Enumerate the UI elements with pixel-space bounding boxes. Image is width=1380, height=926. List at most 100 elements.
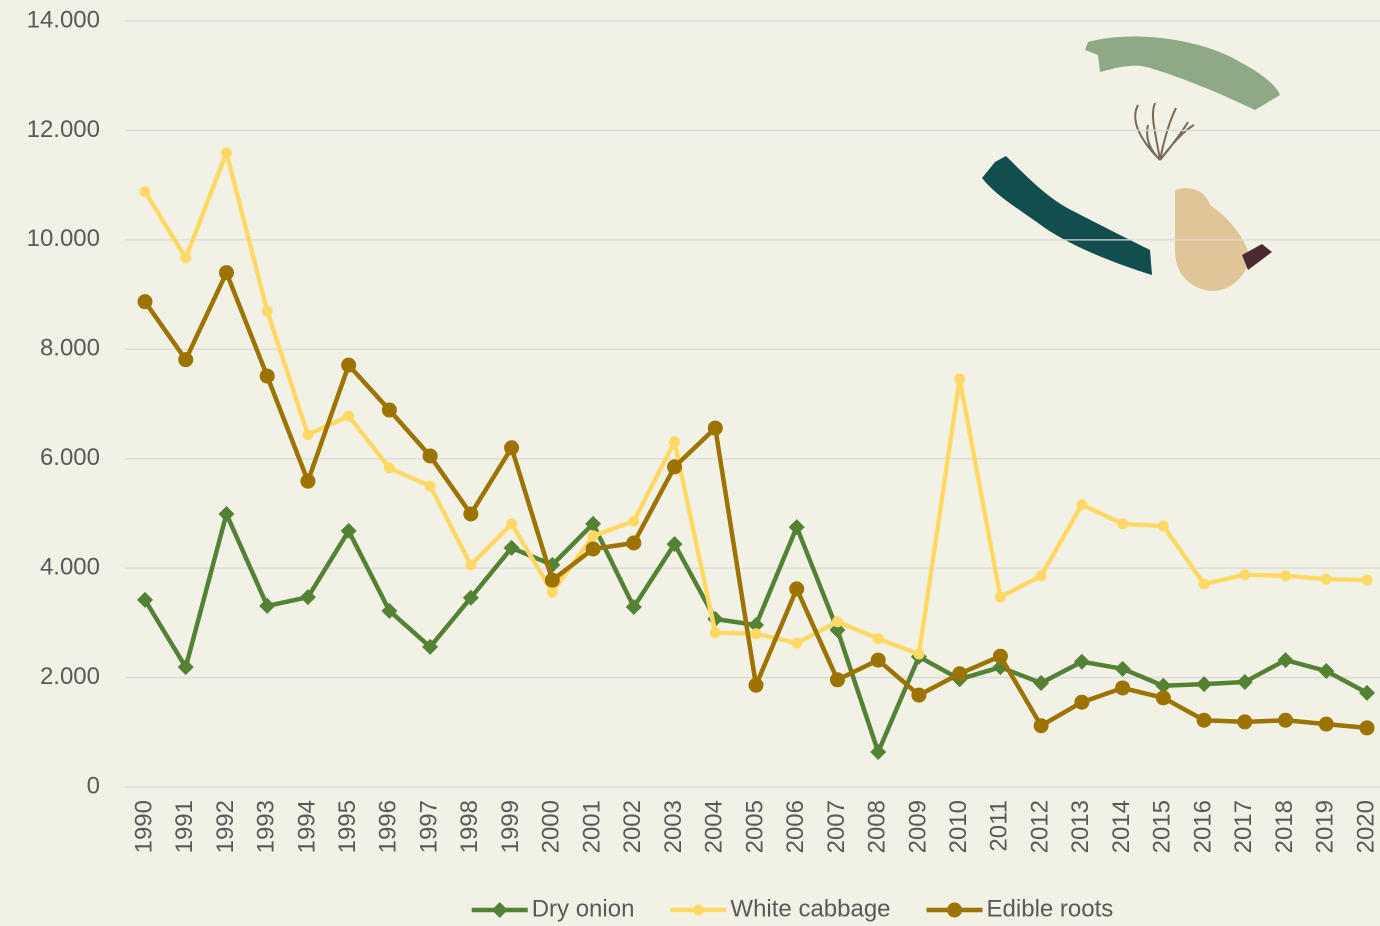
marker (220, 147, 232, 159)
marker (422, 638, 439, 655)
legend-marker (491, 902, 508, 918)
marker (259, 597, 276, 614)
marker (870, 743, 887, 760)
marker (1198, 578, 1210, 590)
x-tick-label: 2009 (904, 800, 931, 853)
marker (302, 429, 314, 441)
marker (546, 586, 558, 598)
roots-decoration (1134, 102, 1195, 161)
x-tick-label: 2006 (782, 800, 809, 853)
marker (1115, 680, 1131, 696)
marker (383, 462, 395, 474)
marker (669, 436, 681, 448)
marker (462, 589, 479, 606)
legend: Dry onion White cabbage Edible roots (471, 895, 1114, 922)
marker (1280, 570, 1292, 582)
x-tick-label: 2014 (1108, 800, 1135, 853)
marker (911, 687, 927, 703)
marker (587, 530, 599, 542)
marker (1237, 714, 1253, 730)
x-tick-label: 2010 (945, 800, 972, 853)
marker (1359, 684, 1375, 701)
marker (465, 559, 477, 571)
marker (992, 648, 1008, 664)
x-tick-label: 2000 (538, 800, 565, 853)
marker (1277, 652, 1294, 669)
x-tick-label: 2008 (864, 800, 891, 853)
marker (707, 420, 723, 436)
marker (952, 666, 968, 682)
x-tick-label: 1996 (375, 800, 402, 853)
marker (788, 519, 805, 536)
marker (748, 677, 764, 693)
marker (872, 633, 884, 645)
marker (666, 536, 683, 553)
marker (544, 572, 560, 588)
marker (1196, 712, 1212, 728)
marker (1361, 574, 1373, 586)
marker (667, 459, 683, 475)
x-tick-label: 1992 (212, 800, 239, 853)
leaf-decoration (1085, 36, 1280, 110)
y-tick-label: 14.000 (27, 6, 100, 33)
x-tick-label: 1999 (497, 800, 524, 853)
x-tick-label: 2003 (660, 800, 687, 853)
marker (1076, 499, 1088, 511)
marker (259, 368, 275, 384)
marker (381, 402, 397, 418)
marker (463, 506, 479, 522)
marker (178, 352, 194, 368)
y-tick-label: 10.000 (27, 225, 100, 252)
x-tick-label: 2012 (1026, 800, 1053, 853)
x-tick-label: 2002 (619, 800, 646, 853)
marker (180, 252, 192, 264)
marker (1114, 660, 1131, 677)
x-tick-label: 2018 (1271, 800, 1298, 853)
marker (1033, 675, 1050, 692)
marker (261, 305, 273, 317)
marker (1033, 718, 1049, 734)
marker (300, 473, 316, 489)
marker (218, 505, 235, 522)
marker (1157, 520, 1169, 532)
x-tick-label: 2005 (741, 800, 768, 853)
x-tick-label: 2016 (1189, 800, 1216, 853)
x-tick-label: 2019 (1312, 800, 1339, 853)
marker (585, 515, 602, 532)
marker (1318, 716, 1334, 732)
marker (137, 294, 153, 310)
x-tick-label: 1991 (171, 800, 198, 853)
marker (870, 652, 886, 668)
x-tick-label: 2004 (701, 800, 728, 853)
marker (1196, 676, 1213, 693)
x-tick-label: 2015 (1149, 800, 1176, 853)
marker (626, 535, 642, 551)
marker (831, 616, 843, 628)
marker (1074, 694, 1090, 710)
marker (1278, 712, 1294, 728)
marker (585, 541, 601, 557)
marker (1117, 518, 1129, 530)
marker (625, 598, 642, 615)
marker (341, 357, 357, 373)
marker (709, 627, 721, 639)
x-tick-label: 2007 (823, 800, 850, 853)
decoration (982, 36, 1280, 291)
x-tick-label: 1998 (456, 800, 483, 853)
marker (137, 591, 153, 608)
marker (829, 672, 845, 688)
marker (506, 518, 518, 530)
marker (1318, 663, 1335, 680)
marker (628, 515, 640, 527)
marker (1155, 690, 1171, 706)
marker (1359, 720, 1375, 736)
marker (913, 648, 925, 660)
x-tick-label: 2013 (1067, 800, 1094, 853)
y-tick-label: 12.000 (27, 116, 100, 143)
legend-label: Edible roots (987, 895, 1114, 922)
marker (424, 480, 436, 492)
marker (789, 581, 805, 597)
legend-marker (692, 904, 704, 916)
series-line (143, 270, 1368, 731)
